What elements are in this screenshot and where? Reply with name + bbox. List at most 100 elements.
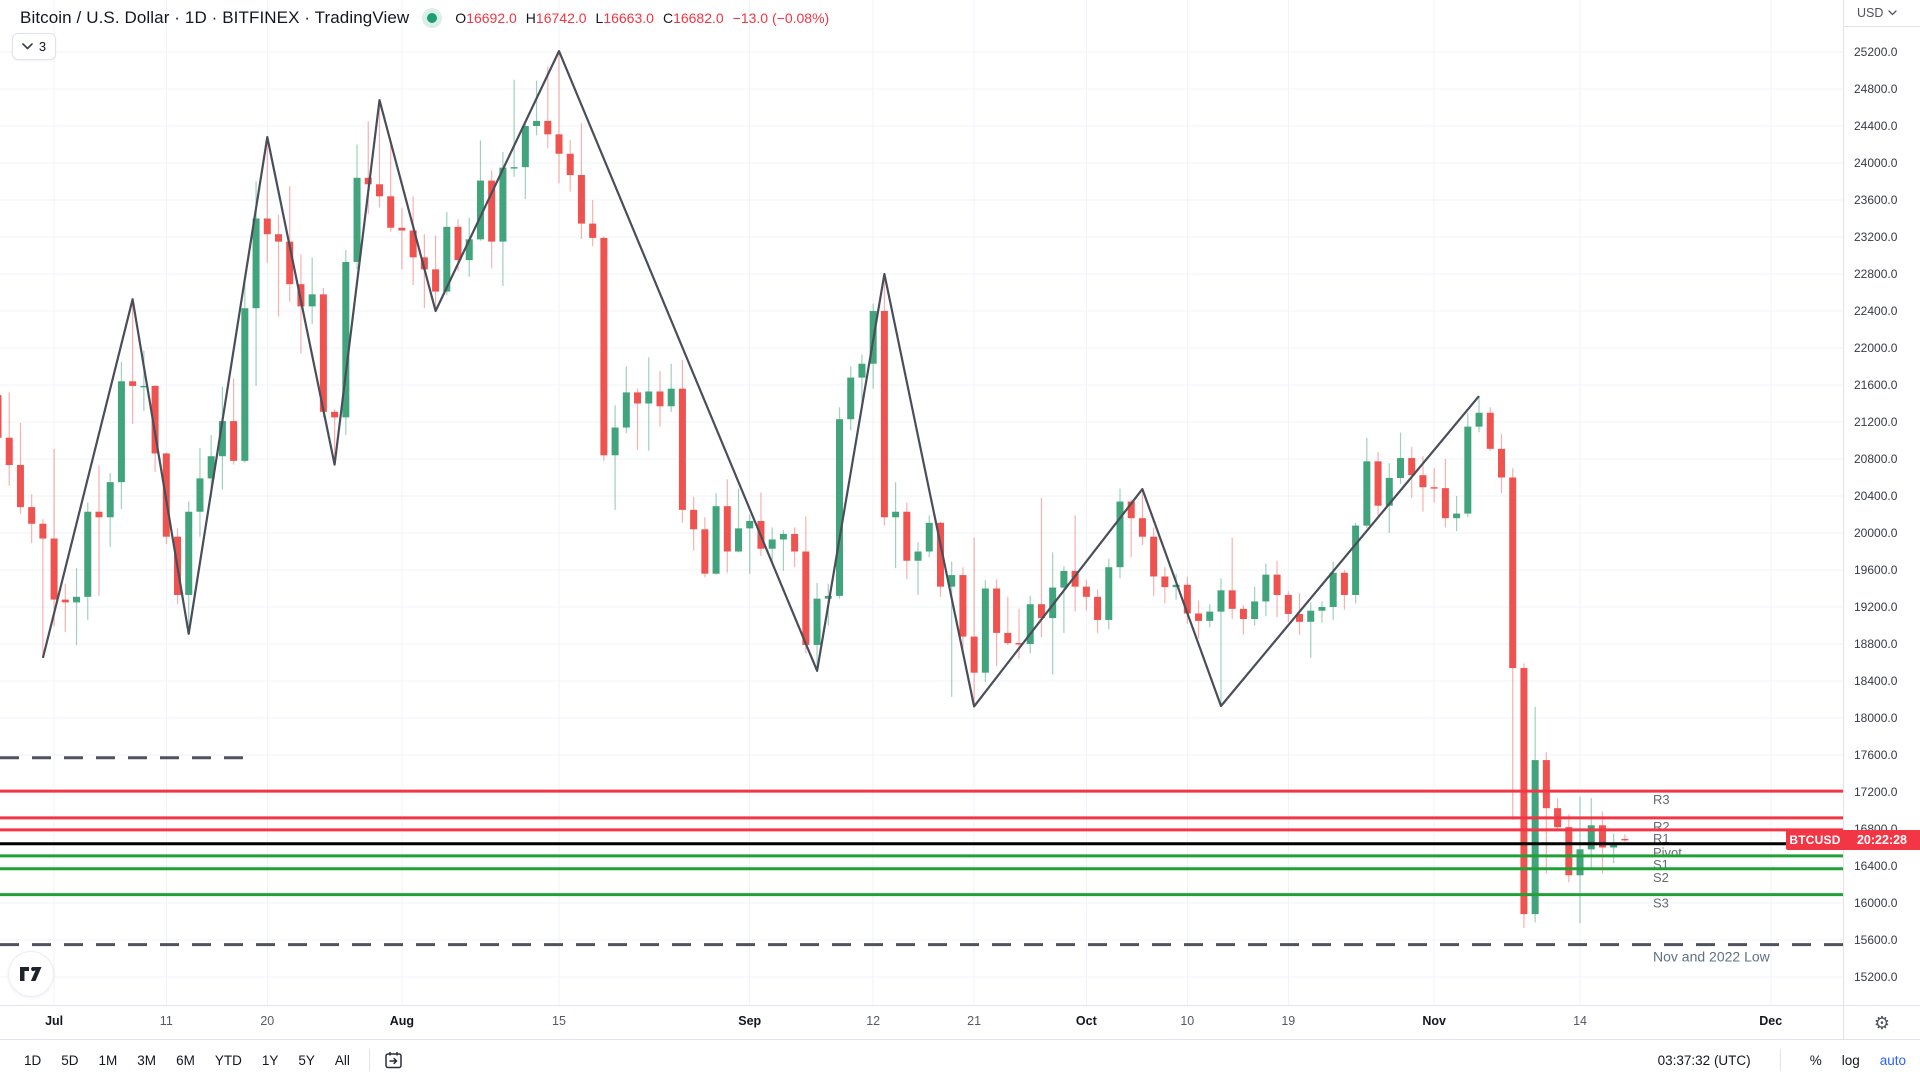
candle [981,580,989,682]
candle [1453,496,1461,532]
currency-dropdown[interactable]: USD [1844,0,1920,27]
candle [84,502,92,620]
candle [443,212,451,296]
auto-scale-button[interactable]: auto [1879,1052,1906,1068]
candle [476,140,484,241]
candle [1509,468,1517,820]
price-tick: 18400.0 [1854,674,1898,688]
market-status-dot-icon[interactable] [427,13,438,23]
candle [1082,580,1090,611]
range-button-1d[interactable]: 1D [24,1052,42,1068]
candle [712,493,720,575]
candle [802,516,810,654]
divider [368,1049,370,1071]
candle [858,354,866,406]
candle [925,515,933,558]
candle [880,274,888,526]
gridlines [0,0,1843,1005]
range-button-ytd[interactable]: YTD [214,1052,242,1068]
range-button-1y[interactable]: 1Y [261,1052,279,1068]
candle [1262,563,1270,617]
candle [1015,608,1023,659]
candle [589,200,597,247]
percent-scale-button[interactable]: % [1809,1052,1822,1068]
candle [319,287,327,418]
indicators-collapse-button[interactable]: 3 [12,33,56,60]
candle [836,407,843,599]
candle [667,363,675,412]
range-button-all[interactable]: All [334,1052,350,1068]
range-button-3m[interactable]: 3M [137,1052,157,1068]
log-scale-button[interactable]: log [1841,1052,1860,1068]
range-button-5d[interactable]: 5D [61,1052,79,1068]
chevron-down-icon [1888,10,1898,16]
go-to-date-button[interactable] [379,1048,408,1073]
candle [1475,396,1483,433]
time-tick-dec: Dec [1759,1014,1783,1028]
symbol-title[interactable]: Bitcoin / U.S. Dollar · 1D · BITFINEX · … [20,8,410,27]
gear-icon[interactable]: ⚙ [1873,1012,1891,1033]
candle [106,472,114,547]
price-tick: 25200.0 [1854,45,1898,59]
price-axis[interactable]: USD 15200.015600.016000.016400.016800.01… [1843,0,1920,1005]
candle [1217,578,1225,706]
tradingview-logo[interactable] [8,951,54,997]
time-tick-14: 14 [1573,1014,1587,1028]
candle [95,465,103,596]
candle [1565,814,1573,883]
range-button-5y[interactable]: 5Y [298,1052,315,1068]
candle [1318,601,1326,623]
candle [1531,706,1539,923]
candle [353,144,361,270]
price-tick: 21600.0 [1854,378,1898,392]
candle [275,214,282,317]
candle [970,537,978,707]
pivot-level-r1[interactable]: R1 [0,828,1843,846]
time-tick-nov: Nov [1422,1014,1446,1028]
range-button-1m[interactable]: 1M [98,1052,118,1068]
chevron-down-icon [22,43,33,50]
candle [117,361,125,509]
zigzag-drawing[interactable] [41,49,1480,708]
date-range-buttons: 1D 5D 1M 3M 6M YTD 1Y 5Y All [14,1048,408,1073]
pivot-level-s2[interactable]: S2 [0,867,1843,885]
clock-utc[interactable]: 03:37:32 (UTC) [1657,1052,1751,1068]
candle [5,392,13,486]
candle [230,378,238,465]
ohlc-values: O16692.0 H16742.0 L16663.0 C16682.0 −13.… [455,10,829,26]
range-button-6m[interactable]: 6M [176,1052,195,1068]
candle [0,395,2,438]
high-value: 16742.0 [535,10,587,26]
price-tick: 15200.0 [1854,970,1898,984]
pivot-level-r3[interactable]: R3 [0,789,1843,807]
candle [622,366,630,434]
open-value: 16692.0 [466,10,517,26]
candle [342,249,350,435]
candle [28,494,36,544]
candle [1037,497,1045,638]
candle [723,479,731,573]
axis-settings-corner: ⚙ [1843,1005,1920,1039]
price-tick: 23200.0 [1854,230,1898,244]
price-tick: 18800.0 [1854,637,1898,651]
candle [746,514,754,574]
candle [1296,593,1304,635]
close-value: 16682.0 [673,10,724,26]
candle [39,519,47,658]
candle [1340,570,1348,610]
candle [533,80,541,136]
candle [959,567,967,653]
nov-2022-low-line[interactable]: Nov and 2022 Low [0,943,1843,965]
candle [577,123,585,239]
calendar-go-to-date-icon [385,1051,402,1068]
candle [1497,434,1505,494]
indicators-count: 3 [38,39,47,54]
divider [1779,1049,1781,1071]
pivot-level-s3[interactable]: S3 [0,893,1843,911]
time-axis[interactable]: Jul 11 20 Aug 15 Sep 12 21 Oct 10 19 Nov 14 Dec [0,1005,1843,1039]
candle [1071,515,1079,612]
price-tick: 22800.0 [1854,267,1898,281]
candle [1105,558,1113,630]
candle [779,530,787,571]
